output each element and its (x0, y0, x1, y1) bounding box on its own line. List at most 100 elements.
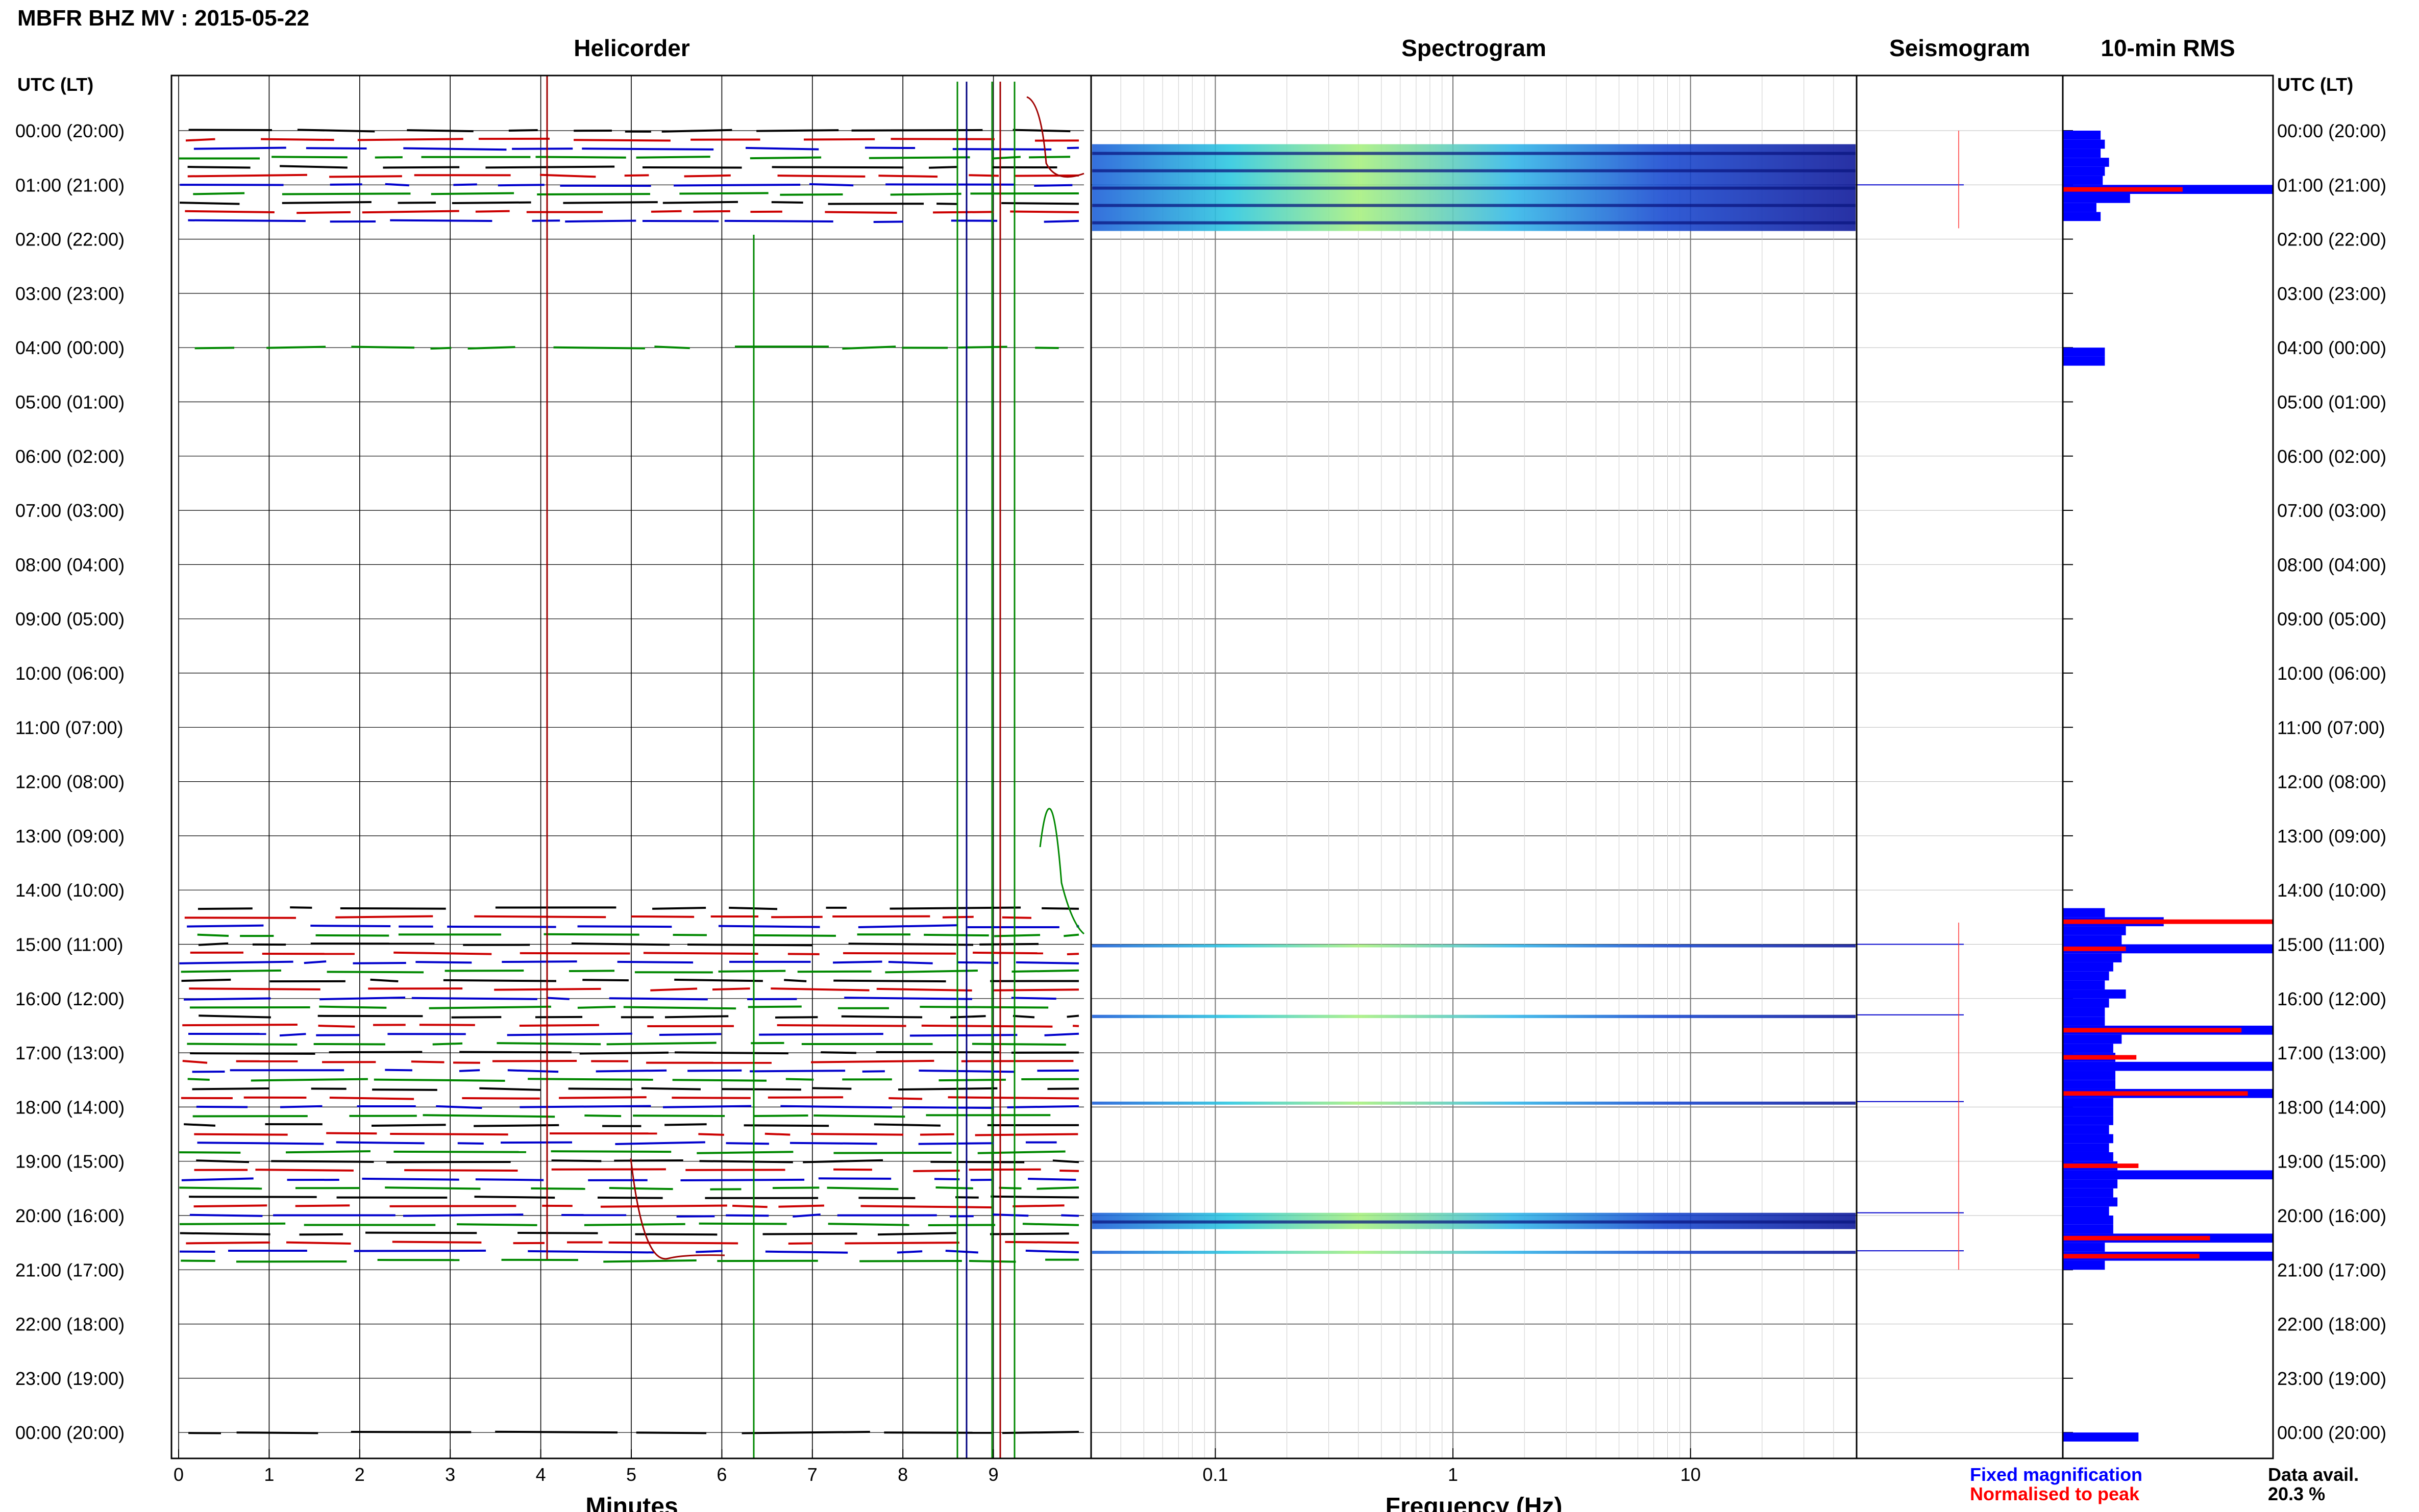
time-label-right: 20:00 (16:00) (2277, 1205, 2386, 1226)
helicorder-segment (1005, 1241, 1079, 1244)
helicorder-segment (600, 1204, 727, 1208)
helicorder-segment (551, 1150, 672, 1153)
helicorder-segment (512, 147, 573, 150)
helicorder-segment (528, 1250, 654, 1254)
helicorder-segment (297, 129, 375, 133)
helicorder-segment (753, 934, 836, 937)
helicorder-segment (858, 924, 958, 928)
spectrogram-xlabel: Frequency (Hz) (1386, 1493, 1563, 1512)
time-label-right: 00:00 (20:00) (2277, 120, 2386, 141)
helicorder-segment (383, 166, 460, 169)
helicorder-segment (319, 996, 406, 1001)
helicorder-segment (372, 1088, 437, 1091)
rms-bar-normalised (2063, 1254, 2200, 1259)
helicorder-segment (693, 210, 730, 213)
helicorder-segment (462, 1097, 540, 1100)
time-label-left: 20:00 (16:00) (15, 1205, 125, 1226)
helicorder-segment (436, 1105, 482, 1109)
helicorder-segment (411, 1060, 445, 1063)
time-label-right: 02:00 (22:00) (2277, 229, 2386, 250)
rms-bar-fixed (2063, 166, 2105, 176)
helicorder-segment (732, 1204, 768, 1208)
time-label-right: 16:00 (12:00) (2277, 988, 2386, 1009)
helicorder-segment (179, 960, 293, 964)
helicorder-segment (304, 960, 327, 964)
time-label-right: 05:00 (01:00) (2277, 392, 2386, 413)
time-label-right: 00:00 (20:00) (2277, 1422, 2386, 1443)
rms-bar-fixed (2063, 1432, 2139, 1442)
helicorder-segment (362, 210, 459, 214)
helicorder-segment (921, 1024, 1053, 1028)
rms-bar-fixed (2063, 1143, 2109, 1152)
rms-bar-fixed (2063, 1125, 2109, 1134)
rms-bar-fixed (2063, 1224, 2113, 1234)
helicorder-segment (979, 943, 1039, 946)
helicorder-segment (255, 1169, 354, 1172)
helicorder-segment (696, 1250, 723, 1253)
helicorder-segment (803, 1159, 883, 1163)
helicorder-segment (662, 1105, 752, 1108)
helicorder-segment (641, 1087, 701, 1090)
minute-tick-label: 7 (807, 1464, 818, 1485)
helicorder-segment (429, 1005, 552, 1009)
rms-bar-fixed (2063, 1170, 2273, 1180)
helicorder-segment (197, 1142, 324, 1145)
helicorder-segment (188, 219, 306, 222)
helicorder-segment (768, 1096, 844, 1099)
helicorder-segment (192, 1087, 269, 1090)
spectrogram-band (1092, 1101, 1856, 1105)
helicorder-segment (744, 1124, 829, 1127)
helicorder-segment (236, 1431, 318, 1434)
rms-bar-fixed (2063, 1007, 2105, 1017)
helicorder-segment (664, 1015, 729, 1019)
minute-tick-label: 0 (174, 1464, 184, 1485)
plot-title: MBFR BHZ MV : 2015-05-22 (17, 6, 309, 31)
helicorder-segment (181, 978, 231, 982)
rms-bar-fixed (2063, 1061, 2273, 1071)
helicorder-segment (878, 175, 938, 178)
helicorder-segment (280, 165, 348, 169)
rms-bar-fixed (2063, 935, 2122, 945)
helicorder-segment (765, 1250, 848, 1254)
helicorder-transient (1039, 808, 1084, 935)
helicorder-segment (459, 1051, 572, 1054)
time-label-right: 14:00 (10:00) (2277, 880, 2386, 901)
helicorder-segment (184, 997, 271, 1001)
rms-bar-fixed (2063, 1216, 2113, 1225)
helicorder-segment (828, 1223, 909, 1226)
time-label-right: 04:00 (00:00) (2277, 337, 2386, 358)
helicorder-segment (385, 183, 409, 187)
helicorder-segment (280, 1105, 323, 1108)
helicorder-segment (187, 924, 264, 928)
spectrogram-band (1092, 1251, 1856, 1254)
rms-bar-fixed (2063, 1071, 2115, 1080)
helicorder-segment (559, 1096, 647, 1099)
helicorder-segment (199, 1014, 271, 1019)
helicorder-segment (935, 1186, 973, 1189)
helicorder-segment (261, 138, 334, 141)
helicorder-segment (1011, 969, 1079, 973)
helicorder-segment (920, 1133, 954, 1136)
helicorder-segment (825, 211, 897, 214)
helicorder-segment (544, 933, 639, 936)
helicorder-segment (994, 934, 1041, 937)
helicorder-segment (636, 156, 710, 159)
utc-header-right: UTC (LT) (2277, 74, 2353, 95)
helicorder-segment (869, 156, 970, 159)
helicorder-traces (179, 76, 1084, 1458)
helicorder-segment (635, 1233, 718, 1236)
helicorder-segment (282, 192, 411, 195)
x-ticks: 0 1 2 3 4 5 6 7 8 9 0.1 1 10 (174, 1448, 1701, 1485)
helicorder-segment (193, 146, 286, 150)
time-label-left: 00:00 (20:00) (15, 120, 125, 141)
rms-bar-fixed (2063, 1188, 2113, 1198)
helicorder-segment (972, 1043, 1066, 1046)
helicorder-segment (327, 971, 424, 974)
time-label-left: 15:00 (11:00) (15, 934, 123, 955)
helicorder-segment (507, 1069, 559, 1073)
data-avail-value: 20.3 % (2268, 1483, 2325, 1504)
helicorder-segment (609, 1186, 673, 1191)
helicorder-segment (833, 960, 882, 964)
helicorder-segment (811, 1133, 904, 1136)
seismogram-title: Seismogram (1889, 35, 2030, 61)
